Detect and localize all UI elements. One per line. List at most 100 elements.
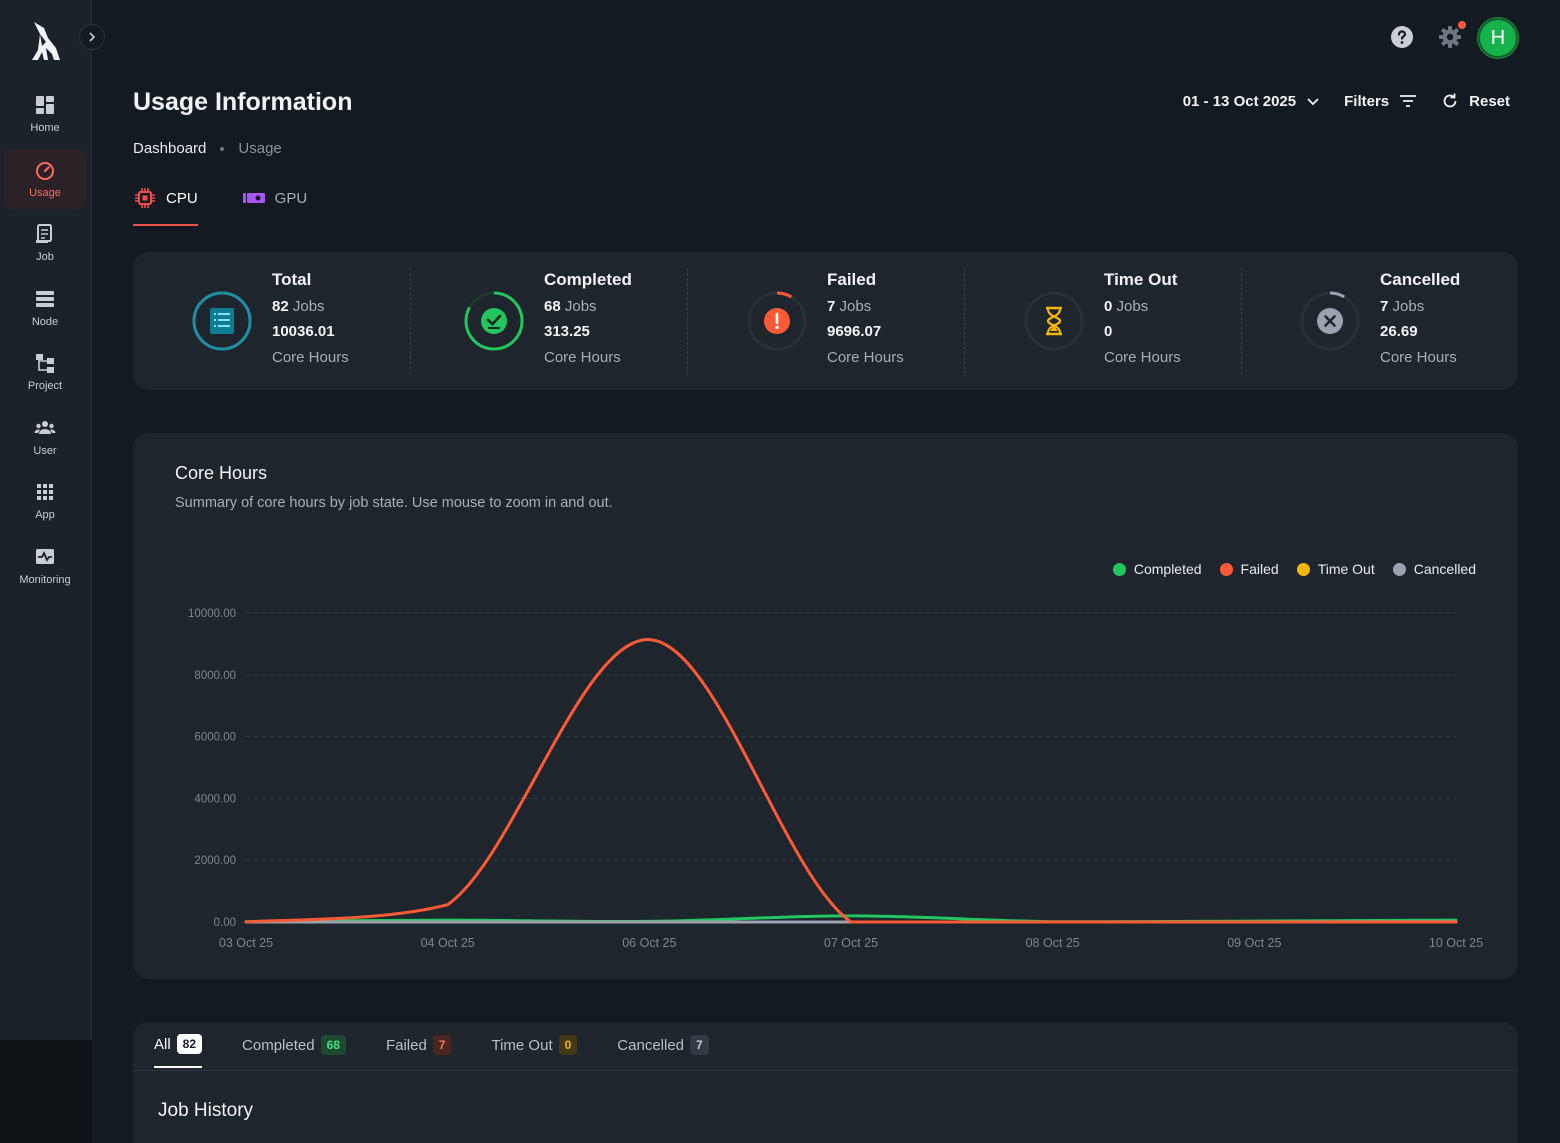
stat-title: Time Out bbox=[1104, 270, 1178, 289]
help-icon[interactable] bbox=[1389, 24, 1415, 50]
sidebar-item-label: User bbox=[33, 444, 57, 457]
count-badge: 82 bbox=[176, 1034, 203, 1054]
x-tick-label: 06 Oct 25 bbox=[622, 936, 676, 950]
sidebar-item-project[interactable]: Project bbox=[4, 342, 86, 402]
legend-item-time-out[interactable]: Time Out bbox=[1296, 561, 1375, 577]
y-tick-label: 4000.00 bbox=[194, 793, 236, 805]
stat-title: Failed bbox=[827, 270, 877, 289]
sidebar-item-job[interactable]: Job bbox=[4, 213, 86, 273]
stat-text: Completed 68 Jobs 313.25 Core Hours bbox=[544, 270, 632, 366]
gpu-card-icon bbox=[242, 193, 265, 203]
stat-jobs: 68 Jobs bbox=[544, 298, 597, 315]
stat-jobs: 7 Jobs bbox=[1380, 298, 1425, 315]
reset-label: Reset bbox=[1469, 92, 1510, 110]
settings-gear-icon[interactable] bbox=[1437, 24, 1463, 50]
wolf-logo-icon[interactable] bbox=[26, 20, 66, 62]
stat-hours: 313.25 bbox=[544, 323, 590, 340]
date-range-picker[interactable]: 01 - 13 Oct 2025 bbox=[1183, 93, 1320, 110]
resource-tabs: CPU GPU bbox=[133, 186, 307, 226]
reset-button[interactable]: Reset bbox=[1441, 92, 1510, 110]
summary-card: Total 82 Jobs 10036.01 Core Hours Comple… bbox=[133, 252, 1518, 390]
core-hours-line-chart[interactable]: 0.00 2000.00 4000.00 6000.00 8000.00 10000.00… bbox=[133, 433, 1518, 979]
sidebar-item-app[interactable]: App bbox=[4, 471, 86, 531]
filter-lines-icon bbox=[1400, 95, 1417, 107]
sidebar-item-home[interactable]: Home bbox=[4, 84, 86, 144]
series-line-failed bbox=[244, 638, 1458, 924]
core-hours-chart-card: Core Hours Summary of core hours by job … bbox=[133, 433, 1518, 979]
stat-unit: Core Hours bbox=[1380, 349, 1457, 366]
job-history-card: All 82 Completed 68 Failed 7 Time Out 0 … bbox=[133, 1022, 1518, 1143]
x-tick-label: 04 Oct 25 bbox=[421, 936, 475, 950]
breadcrumb-current: Usage bbox=[238, 140, 282, 157]
stat-hours: 26.69 bbox=[1380, 323, 1418, 340]
sidebar-item-node[interactable]: Node bbox=[4, 278, 86, 338]
job-document-icon bbox=[36, 224, 52, 243]
dashboard-icon bbox=[36, 96, 54, 114]
tab-failed[interactable]: Failed 7 bbox=[386, 1034, 452, 1068]
stat-title: Total bbox=[272, 270, 312, 289]
y-tick-label: 2000.00 bbox=[194, 855, 236, 867]
stat-completed: Completed 68 Jobs 313.25 Core Hours bbox=[410, 252, 687, 390]
stat-ring bbox=[192, 291, 252, 351]
tab-label: GPU bbox=[274, 189, 308, 207]
tab-cancelled[interactable]: Cancelled 7 bbox=[617, 1034, 709, 1068]
chart-legend: Completed Failed Time Out Cancelled bbox=[1112, 561, 1476, 577]
stat-cancelled: Cancelled 7 Jobs 26.69 Core Hours bbox=[1241, 252, 1518, 390]
x-tick-label: 08 Oct 25 bbox=[1026, 936, 1080, 950]
breadcrumb: Dashboard Usage bbox=[133, 140, 282, 157]
check-circle-icon bbox=[481, 308, 507, 334]
sidebar-item-label: App bbox=[35, 509, 55, 521]
sidebar-item-user[interactable]: User bbox=[4, 407, 86, 467]
filters-button[interactable]: Filters bbox=[1344, 93, 1417, 110]
sidebar-item-usage[interactable]: Usage bbox=[4, 148, 86, 209]
tab-gpu[interactable]: GPU bbox=[242, 186, 308, 226]
stat-unit: Core Hours bbox=[827, 349, 904, 366]
stat-failed: Failed 7 Jobs 9696.07 Core Hours bbox=[687, 252, 964, 390]
sidebar-item-monitoring[interactable]: Monitoring bbox=[4, 536, 86, 596]
chart-title: Core Hours bbox=[175, 463, 268, 483]
stat-hours: 10036.01 bbox=[272, 323, 335, 340]
tab-time-out[interactable]: Time Out 0 bbox=[491, 1034, 578, 1068]
header-actions: 01 - 13 Oct 2025 Filters Reset bbox=[1183, 92, 1510, 110]
sidebar-footer bbox=[0, 1040, 92, 1143]
server-stack-icon bbox=[36, 290, 54, 307]
stat-total: Total 82 Jobs 10036.01 Core Hours bbox=[133, 252, 410, 390]
users-group-icon bbox=[34, 420, 56, 434]
sidebar: Home Usage Job Node Project User App Mo bbox=[0, 0, 92, 1040]
y-tick-label: 0.00 bbox=[214, 917, 236, 929]
tab-cpu[interactable]: CPU bbox=[133, 186, 198, 226]
x-tick-label: 10 Oct 25 bbox=[1429, 936, 1483, 950]
hourglass-icon bbox=[1046, 306, 1062, 336]
refresh-icon bbox=[1443, 93, 1457, 108]
count-badge: 7 bbox=[690, 1035, 709, 1055]
list-document-icon bbox=[210, 308, 234, 334]
stat-jobs: 82 Jobs bbox=[272, 298, 325, 315]
stat-unit: Core Hours bbox=[272, 349, 349, 366]
breadcrumb-dashboard-link[interactable]: Dashboard bbox=[133, 140, 207, 157]
pulse-monitor-icon bbox=[36, 548, 54, 564]
legend-item-completed[interactable]: Completed bbox=[1112, 561, 1202, 577]
sidebar-item-label: Job bbox=[36, 251, 54, 263]
notification-dot bbox=[1458, 21, 1466, 29]
alert-circle-icon bbox=[764, 308, 790, 334]
x-tick-label: 03 Oct 25 bbox=[219, 936, 273, 950]
count-badge: 0 bbox=[558, 1035, 578, 1055]
count-badge: 68 bbox=[320, 1035, 346, 1055]
tab-completed[interactable]: Completed 68 bbox=[242, 1034, 346, 1068]
hierarchy-icon bbox=[36, 354, 54, 373]
stat-ring bbox=[1300, 291, 1360, 351]
stat-ring bbox=[1024, 291, 1084, 351]
sidebar-collapse-button[interactable] bbox=[79, 24, 105, 50]
tab-all[interactable]: All 82 bbox=[154, 1034, 203, 1068]
stat-title: Cancelled bbox=[1380, 270, 1461, 289]
stat-title: Completed bbox=[544, 270, 632, 289]
sidebar-item-label: Monitoring bbox=[19, 573, 71, 586]
chevron-down-icon bbox=[1307, 98, 1319, 106]
legend-item-failed[interactable]: Failed bbox=[1219, 561, 1279, 577]
user-avatar[interactable]: H bbox=[1478, 18, 1518, 58]
stat-unit: Core Hours bbox=[544, 349, 621, 366]
tab-label: CPU bbox=[166, 189, 198, 207]
legend-item-cancelled[interactable]: Cancelled bbox=[1392, 561, 1476, 577]
app-grid-icon bbox=[37, 484, 53, 500]
job-state-tabs: All 82 Completed 68 Failed 7 Time Out 0 … bbox=[154, 1034, 709, 1068]
